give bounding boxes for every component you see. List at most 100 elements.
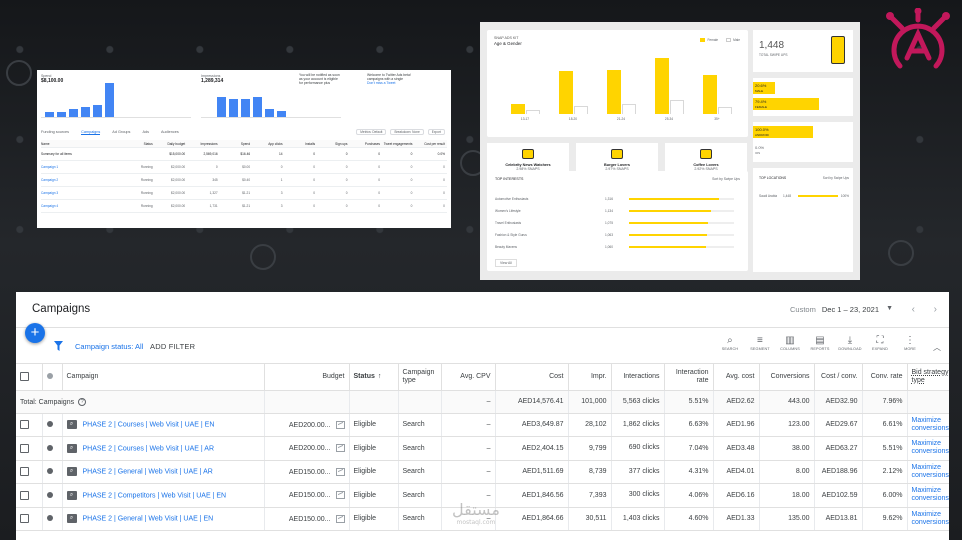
enabled-status-icon[interactable] xyxy=(46,444,53,451)
col-bid-strategy[interactable]: Bid strategy type xyxy=(907,364,949,391)
tv-icon xyxy=(522,149,534,159)
filter-icon[interactable] xyxy=(54,341,63,351)
row-status-cell xyxy=(42,507,63,531)
col-status-label: Status xyxy=(353,372,375,380)
export-button[interactable]: Export xyxy=(427,129,445,135)
view-all-button[interactable]: View All xyxy=(495,259,517,267)
table-row[interactable]: ⌕ PHASE 2 | General | Web Visit | UAE | A… xyxy=(16,460,949,484)
metrics-dropdown[interactable]: Metrics: Default xyxy=(356,129,387,135)
budget-chart-icon[interactable] xyxy=(335,467,345,476)
download-tool[interactable]: ⤓ DOWNLOAD xyxy=(835,335,865,351)
tab-ad-groups[interactable]: Ad Groups xyxy=(112,130,131,134)
interests-sort-dropdown[interactable]: Sort by Swipe Ups xyxy=(712,177,740,181)
tab-campaigns[interactable]: Campaigns xyxy=(81,130,101,135)
impr-cell: 30,511 xyxy=(568,507,612,531)
mini-table-row[interactable]: Campaign 2 Running $2,000.00 345 $0.40 1 0 0 0 0 0 xyxy=(41,174,447,187)
interest-value: 1,063 xyxy=(605,233,613,237)
row-checkbox[interactable] xyxy=(20,420,29,430)
bid-strategy-cell[interactable]: Maximize conversions xyxy=(907,483,949,508)
chart-bar xyxy=(241,99,250,117)
download-icon: ⤓ xyxy=(847,335,853,346)
chevron-down-icon[interactable]: ▼ xyxy=(886,305,893,312)
col-campaign[interactable]: Campaign xyxy=(62,364,265,391)
avg-cpv-cell: – xyxy=(441,507,496,531)
interest-name: Beauty Mavens xyxy=(495,245,517,249)
col-status[interactable]: Status ↑ xyxy=(349,364,399,391)
table-row[interactable]: ⌕ PHASE 2 | Competitors | Web Visit | UAE… xyxy=(16,483,949,508)
campaign-status-filter[interactable]: Campaign status: All xyxy=(75,342,144,351)
mini-table-row[interactable]: Campaign 4 Running $2,000.00 1,731 $1.21 3 0 0 0… xyxy=(41,200,447,213)
campaign-link[interactable]: PHASE 2 | Competitors | Web Visit | UAE … xyxy=(82,492,227,500)
chevron-left-icon[interactable]: ‹ xyxy=(911,304,915,315)
more-icon: ⋮ xyxy=(904,335,916,346)
date-range-label: Custom xyxy=(790,305,816,314)
bid-strategy-cell[interactable]: Maximize conversions xyxy=(907,460,949,484)
campaign-name-cell: ⌕ PHASE 2 | Courses | Web Visit | UAE | A… xyxy=(62,436,265,461)
budget-chart-icon[interactable] xyxy=(335,420,345,429)
budget-chart-icon[interactable] xyxy=(335,514,345,523)
campaign-link[interactable]: PHASE 2 | General | Web Visit | UAE | EN xyxy=(82,515,214,523)
enabled-status-icon[interactable] xyxy=(46,515,53,522)
row-checkbox[interactable] xyxy=(20,514,29,524)
row-checkbox[interactable] xyxy=(20,467,29,477)
campaign-link[interactable]: PHASE 2 | Courses | Web Visit | UAE | EN xyxy=(82,421,215,429)
table-row[interactable]: ⌕ PHASE 2 | Courses | Web Visit | UAE | A… xyxy=(16,436,949,461)
add-filter-button[interactable]: ADD FILTER xyxy=(150,342,196,351)
filter-bar: Campaign status: All ADD FILTER ⌕ SEARCH … xyxy=(16,328,949,364)
bid-strategy-cell[interactable]: Maximize conversions xyxy=(907,413,949,437)
cost-cell: AED3,649.87 xyxy=(495,413,569,437)
tab-funding-sources[interactable]: Funding sources xyxy=(41,130,70,134)
campaign-link[interactable]: PHASE 2 | Courses | Web Visit | UAE | AR xyxy=(82,445,215,453)
expand-tool[interactable]: ⛶ EXPAND xyxy=(865,335,895,351)
col-cost[interactable]: Cost xyxy=(495,364,569,391)
budget-chart-icon[interactable] xyxy=(335,491,345,500)
mini-table-row[interactable]: Campaign 1 Running $2,000.00 0 $0.00 0 0 0 0 0 0 xyxy=(41,161,447,174)
row-checkbox[interactable] xyxy=(20,490,29,500)
more-tool[interactable]: ⋮ MORE xyxy=(895,335,925,351)
col-conv-rate[interactable]: Conv. rate xyxy=(862,364,908,391)
row-status-cell xyxy=(42,413,63,437)
col-avg-cost[interactable]: Avg. cost xyxy=(713,364,760,391)
col-conversions[interactable]: Conversions xyxy=(759,364,815,391)
mini-table-row[interactable]: Campaign 3 Running $2,000.00 1,327 $1.21 3 0 0 0… xyxy=(41,187,447,200)
table-row[interactable]: ⌕ PHASE 2 | Courses | Web Visit | UAE | E… xyxy=(16,413,949,437)
campaign-name-cell: ⌕ PHASE 2 | Competitors | Web Visit | UAE… xyxy=(62,483,265,508)
enabled-status-icon[interactable] xyxy=(46,468,53,475)
col-interactions[interactable]: Interactions xyxy=(611,364,665,391)
campaign-link[interactable]: PHASE 2 | General | Web Visit | UAE | AR xyxy=(82,468,213,476)
chevron-right-icon[interactable]: › xyxy=(933,304,937,315)
col-budget[interactable]: Budget xyxy=(264,364,350,391)
locations-sort-dropdown[interactable]: Sort by Swipe Ups xyxy=(822,176,849,180)
table-row[interactable]: ⌕ PHASE 2 | General | Web Visit | UAE | E… xyxy=(16,507,949,531)
chart-bar xyxy=(253,97,262,117)
tab-ads[interactable]: Ads xyxy=(142,130,149,134)
female-bar xyxy=(607,69,621,114)
budget-chart-icon[interactable] xyxy=(335,444,345,453)
interest-value: 1,060 xyxy=(605,245,613,249)
reports-icon: ▤ xyxy=(815,335,825,346)
add-campaign-button[interactable]: + xyxy=(25,323,45,343)
help-icon[interactable]: ? xyxy=(78,397,87,406)
col-interaction-rate[interactable]: Interaction rate xyxy=(664,364,714,391)
search-campaign-icon: ⌕ xyxy=(66,467,77,477)
enabled-status-icon[interactable] xyxy=(46,421,53,428)
breakdown-dropdown[interactable]: Breakdown: None xyxy=(390,129,424,135)
date-range-picker[interactable]: Custom Dec 1 – 23, 2021 xyxy=(790,305,879,314)
col-impr[interactable]: Impr. xyxy=(568,364,612,391)
col-avg-cpv[interactable]: Avg. CPV xyxy=(441,364,496,391)
col-cost-conv[interactable]: Cost / conv. xyxy=(814,364,863,391)
columns-tool[interactable]: ▥ COLUMNS xyxy=(775,335,805,351)
col-campaign-type[interactable]: Campaign type xyxy=(398,364,442,391)
tab-audiences[interactable]: Audiences xyxy=(161,130,179,134)
note-link[interactable]: Don't miss a Tweet xyxy=(367,81,396,86)
select-all-checkbox[interactable] xyxy=(20,372,29,382)
bid-strategy-cell[interactable]: Maximize conversions xyxy=(907,507,949,531)
row-checkbox[interactable] xyxy=(20,443,29,453)
search-tool[interactable]: ⌕ SEARCH xyxy=(715,335,745,351)
bid-strategy-cell[interactable]: Maximize conversions xyxy=(907,436,949,461)
reports-tool[interactable]: ▤ REPORTS xyxy=(805,335,835,351)
chevron-up-icon[interactable]: ︿ xyxy=(933,343,941,352)
enabled-status-icon[interactable] xyxy=(46,491,53,498)
segment-tool[interactable]: ≡ SEGMENT xyxy=(745,335,775,351)
gender-split-panel: 20.6% MALE 79.4% FEMALE xyxy=(753,78,853,116)
